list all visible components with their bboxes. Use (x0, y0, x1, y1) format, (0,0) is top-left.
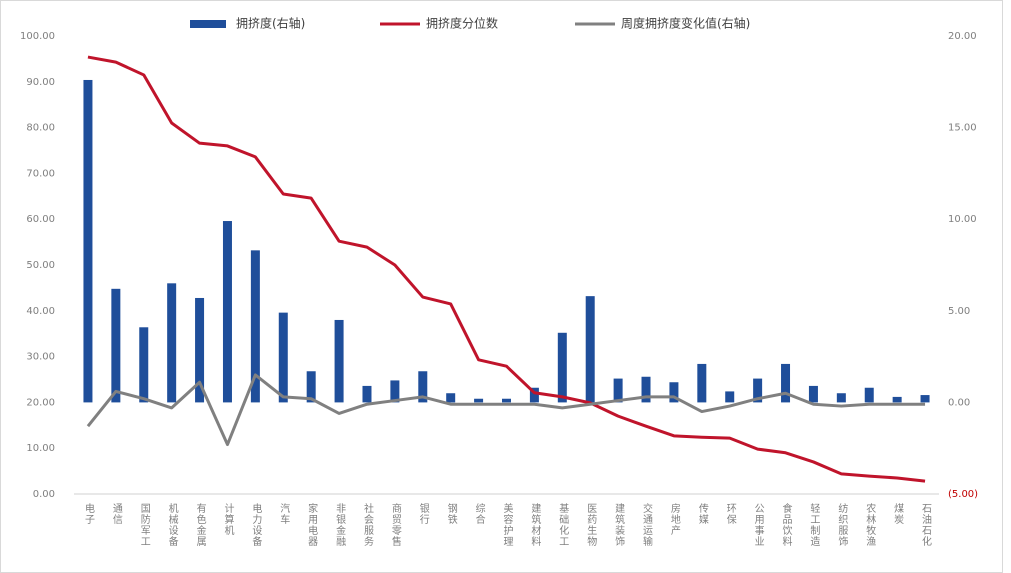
bar (669, 382, 679, 403)
x-tick-label: 交通运输 (641, 502, 653, 547)
bar (864, 387, 874, 403)
y-tick-label: 30.00 (26, 352, 55, 363)
x-tick-label: 纺织服饰 (836, 502, 848, 547)
x-tick-label: 国防军工 (138, 503, 150, 547)
y2-tick-label: (5.00) (948, 489, 978, 500)
y-tick-label: 80.00 (26, 123, 55, 134)
x-tick-label: 通信 (110, 503, 122, 525)
legend-label: 拥挤度分位数 (426, 16, 498, 31)
bar (613, 378, 623, 403)
y-tick-label: 100.00 (20, 31, 55, 42)
bar (808, 385, 818, 403)
bar (306, 371, 316, 403)
x-tick-label: 钢铁 (445, 502, 457, 525)
x-tick-label: 传媒 (696, 503, 708, 525)
bar (557, 332, 567, 403)
line (87, 55, 926, 483)
y2-tick-label: 15.00 (948, 123, 977, 134)
x-tick-label: 电力设备 (250, 502, 262, 547)
bar (753, 378, 763, 403)
y-tick-label: 0.00 (33, 489, 55, 500)
y2-tick-label: 5.00 (948, 306, 970, 317)
bar (278, 312, 288, 403)
bar (111, 288, 121, 403)
y2-tick-label: 20.00 (948, 31, 977, 42)
bar (920, 395, 930, 403)
x-tick-label: 非银金融 (334, 503, 346, 547)
bar (139, 327, 149, 403)
x-tick-label: 建筑装饰 (613, 502, 625, 547)
bar (362, 385, 372, 403)
x-tick-label: 电子 (82, 502, 94, 525)
bar (446, 393, 456, 403)
x-tick-label: 计算机 (222, 502, 234, 536)
y-tick-label: 10.00 (26, 443, 55, 454)
x-tick-label: 煤炭 (892, 502, 904, 525)
legend-swatch (190, 20, 226, 28)
x-tick-label: 农林牧渔 (864, 502, 876, 547)
x-tick-label: 建筑材料 (529, 502, 541, 547)
bar (725, 391, 735, 403)
line (86, 373, 926, 447)
x-tick-label: 石油石化 (920, 503, 932, 547)
bar (529, 387, 539, 403)
x-tick-label: 商贸零售 (389, 502, 401, 547)
x-tick-label: 轻工制造 (808, 502, 820, 547)
y-tick-label: 20.00 (26, 397, 55, 408)
y-tick-label: 50.00 (26, 260, 55, 271)
y2-tick-label: 10.00 (948, 214, 977, 225)
bar (222, 221, 232, 403)
x-tick-label: 社会服务 (361, 502, 373, 547)
bar (195, 297, 205, 403)
y-tick-label: 60.00 (26, 214, 55, 225)
bar (334, 319, 344, 403)
y-tick-label: 40.00 (26, 306, 55, 317)
bar (418, 371, 428, 403)
bar (390, 380, 400, 403)
bar (892, 396, 902, 403)
bar (250, 250, 260, 403)
bar (641, 376, 651, 403)
bar (83, 79, 93, 403)
x-tick-label: 医药生物 (585, 503, 597, 547)
x-tick-label: 汽车 (278, 502, 290, 525)
bar (474, 398, 484, 403)
x-tick-label: 美容护理 (501, 502, 513, 547)
bar (585, 296, 595, 403)
x-tick-label: 家用电器 (306, 502, 318, 547)
bar (167, 283, 177, 403)
x-tick-label: 环保 (724, 503, 736, 525)
y2-tick-label: 0.00 (948, 397, 970, 408)
x-tick-label: 食品饮料 (780, 502, 792, 547)
y-tick-label: 70.00 (26, 168, 55, 179)
y-tick-label: 90.00 (26, 77, 55, 88)
x-tick-label: 机械设备 (166, 502, 178, 547)
x-tick-label: 房地产 (668, 502, 680, 536)
x-tick-label: 基础化工 (557, 502, 569, 547)
bar (781, 363, 791, 403)
bar (836, 393, 846, 403)
legend-label: 周度拥挤度变化值(右轴) (621, 16, 750, 31)
bar (502, 398, 511, 403)
x-tick-label: 综合 (473, 502, 485, 525)
x-tick-label: 公用事业 (752, 503, 764, 547)
x-tick-label: 银行 (417, 502, 429, 525)
bar (697, 363, 707, 403)
x-tick-label: 有色金属 (194, 502, 206, 547)
legend-label: 拥挤度(右轴) (236, 16, 305, 31)
